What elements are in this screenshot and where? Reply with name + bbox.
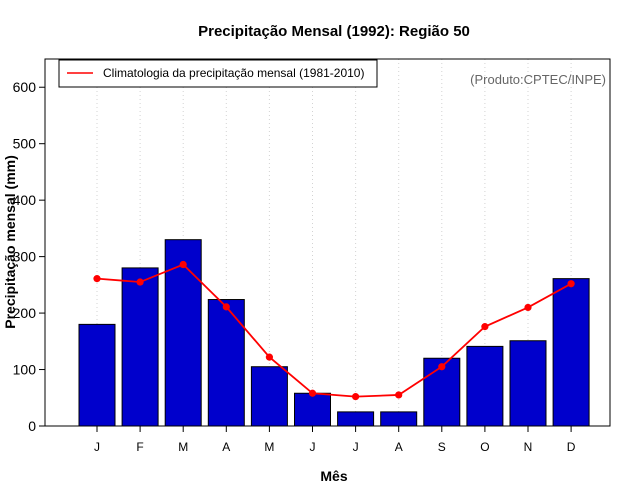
- bar-12: [552, 278, 590, 427]
- credit-text: (Produto:CPTEC/INPE): [470, 72, 606, 87]
- x-tick-label: J: [353, 440, 359, 454]
- climatology-point-9: [438, 363, 446, 371]
- climatology-point-2: [136, 278, 144, 286]
- x-tick-label: F: [136, 440, 143, 454]
- bar-11: [509, 340, 547, 427]
- y-axis: 0 100 200 300 400 500 600: [13, 79, 45, 434]
- x-tick-label: S: [438, 440, 446, 454]
- x-tick-label: A: [222, 440, 230, 454]
- bar-6: [294, 392, 331, 427]
- chart-title: Precipitação Mensal (1992): Região 50: [198, 23, 470, 40]
- bar-8: [380, 411, 418, 427]
- climatology-point-4: [222, 303, 230, 311]
- climatology-point-5: [265, 353, 273, 361]
- climatology-point-6: [308, 389, 317, 397]
- x-tick-label: N: [524, 440, 533, 454]
- bar-2: [121, 267, 159, 427]
- bar-3: [164, 239, 202, 427]
- y-tick-label: 500: [13, 136, 37, 152]
- plot-frame: [44, 58, 611, 427]
- x-axis-label: Mês: [320, 468, 347, 484]
- y-axis-label: Precipitação mensal (mm): [2, 155, 18, 329]
- climatology-line: [96, 263, 572, 398]
- bar-10: [466, 345, 504, 427]
- x-tick-label: J: [310, 440, 316, 454]
- x-tick-label: A: [395, 440, 403, 454]
- climatology-point-7: [352, 393, 360, 401]
- climatology-point-3: [179, 260, 187, 269]
- legend: Climatologia da precipitação mensal (198…: [58, 59, 378, 88]
- climatology-series: [93, 260, 575, 401]
- legend-label-climatology: Climatologia da precipitação mensal (198…: [103, 66, 364, 80]
- climatology-point-11: [524, 303, 532, 312]
- legend-box: [58, 59, 378, 88]
- y-tick-label: 0: [28, 418, 36, 434]
- climatology-point-8: [395, 391, 403, 399]
- climatology-point-1: [93, 275, 101, 283]
- y-tick-label: 300: [13, 249, 37, 265]
- bar-5: [250, 366, 288, 427]
- x-tick-label: M: [264, 440, 274, 454]
- y-tick-label: 600: [13, 79, 37, 95]
- y-tick-label: 200: [13, 305, 37, 321]
- x-tick-label: D: [567, 440, 576, 454]
- x-tick-label: M: [178, 440, 188, 454]
- bar-4: [207, 299, 245, 427]
- x-tick-label: O: [480, 440, 489, 454]
- y-tick-label: 400: [13, 192, 37, 208]
- x-tick-label: J: [94, 440, 100, 454]
- bar-7: [337, 411, 375, 427]
- bar-1: [78, 323, 116, 427]
- bar-series: [78, 239, 590, 427]
- climatology-point-12: [567, 280, 575, 288]
- climatology-point-10: [481, 323, 489, 331]
- y-tick-label: 100: [13, 362, 37, 378]
